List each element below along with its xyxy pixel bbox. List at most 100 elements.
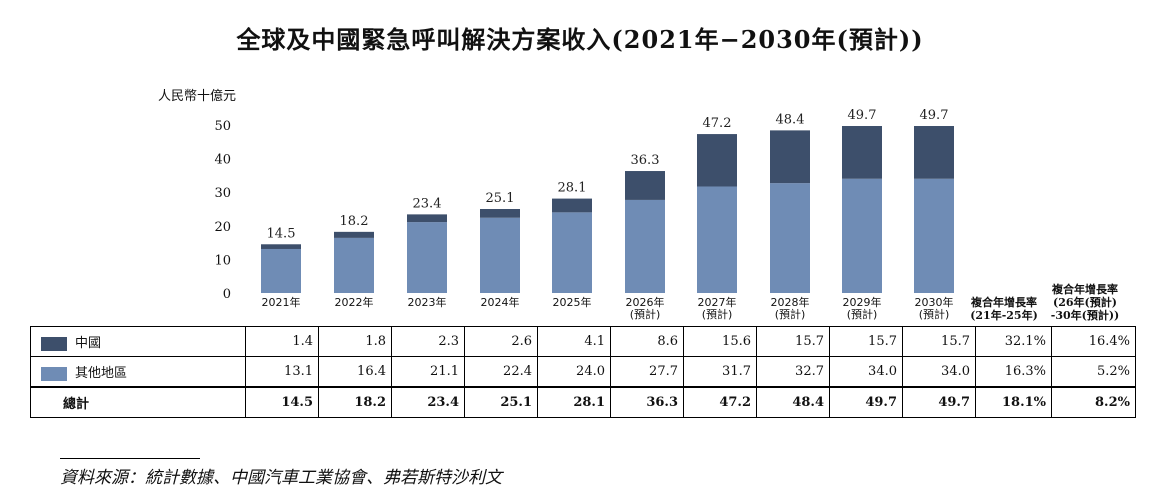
- table-cell: 21.1: [391, 356, 465, 388]
- x-tick-label: 2026年: [626, 295, 665, 309]
- x-tick-label: 2023年: [408, 295, 447, 309]
- table-cell: 18.2: [318, 386, 392, 418]
- table-cell: 14.5: [245, 386, 319, 418]
- table-cell: 15.7: [829, 326, 903, 357]
- table-cell: 25.1: [464, 386, 538, 418]
- row-label: 總計: [63, 397, 90, 412]
- bar-other-regions: [552, 212, 592, 293]
- y-tick-label: 30: [214, 186, 231, 201]
- cagr-header-2026-2030: 複合年增長率 (26年(預計) -30年(預計)): [1043, 283, 1127, 322]
- bar-china: [407, 214, 447, 223]
- bar-total-label: 48.4: [776, 112, 805, 127]
- table-cell: 2.6: [464, 326, 538, 357]
- source-note: 資料來源：統計數據、中國汽車工業協會、弗若斯特沙利文: [60, 468, 502, 488]
- table-cell: 34.0: [902, 356, 976, 388]
- table-cell: 2.3: [391, 326, 465, 357]
- x-tick-label: 2030年: [915, 295, 954, 309]
- table-cell: 15.6: [683, 326, 757, 357]
- bar-total-label: 25.1: [486, 191, 515, 206]
- table-cell: 23.4: [391, 386, 465, 418]
- bar-other-regions: [334, 237, 374, 293]
- bar-total-label: 36.3: [631, 153, 660, 168]
- row-label: 其他地區: [75, 366, 128, 381]
- y-tick-label: 0: [223, 287, 231, 302]
- bar-total-label: 49.7: [920, 108, 949, 123]
- row-label: 中國: [75, 336, 102, 351]
- bar-total-label: 28.1: [558, 181, 587, 196]
- cagr-header-line: (26年(預計): [1053, 296, 1117, 309]
- table-cell: 1.8: [318, 326, 392, 357]
- table-cell: 15.7: [756, 326, 830, 357]
- y-tick-label: 20: [214, 220, 231, 235]
- x-tick-label: 2029年: [843, 295, 882, 309]
- table-cell: 48.4: [756, 386, 830, 418]
- table-cell: 47.2: [683, 386, 757, 418]
- bar-other-regions: [261, 248, 301, 293]
- x-tick-label: (預計): [847, 307, 878, 321]
- legend-swatch: [41, 336, 67, 351]
- cagr-header-2021-2025: 複合年增長率 (21年-25年): [966, 296, 1042, 322]
- bar-other-regions: [770, 183, 810, 293]
- source-divider: [60, 458, 200, 459]
- cagr-header-line: (21年-25年): [970, 309, 1038, 322]
- x-tick-label: 2024年: [481, 295, 520, 309]
- bar-other-regions: [697, 186, 737, 293]
- table-cell: 31.7: [683, 356, 757, 388]
- table-cell: 49.7: [829, 386, 903, 418]
- table-cell: 16.3%: [975, 356, 1052, 388]
- bar-china: [697, 134, 737, 187]
- table-cell: 18.1%: [975, 386, 1052, 418]
- bar-china: [770, 130, 810, 184]
- table-cell: 34.0: [829, 356, 903, 388]
- table-cell: 1.4: [245, 326, 319, 357]
- y-tick-label: 50: [214, 119, 231, 134]
- table-cell: 24.0: [537, 356, 611, 388]
- legend-swatch: [41, 366, 67, 381]
- bar-total-label: 47.2: [703, 116, 732, 131]
- cagr-header-line: 複合年增長率: [971, 296, 1037, 309]
- table-cell: 32.1%: [975, 326, 1052, 357]
- bar-china: [334, 231, 374, 238]
- x-tick-label: 2021年: [262, 295, 301, 309]
- bar-total-label: 23.4: [413, 196, 442, 211]
- table-cell: 49.7: [902, 386, 976, 418]
- table-cell: 15.7: [902, 326, 976, 357]
- x-tick-label: (預計): [630, 307, 661, 321]
- table-cell: 16.4: [318, 356, 392, 388]
- bar-china: [914, 126, 954, 179]
- y-axis-unit-label: 人民幣十億元: [158, 89, 237, 104]
- bar-total-label: 49.7: [848, 108, 877, 123]
- chart-title: 全球及中國緊急呼叫解決方案收入(2021年−2030年(預計)): [236, 25, 924, 54]
- x-tick-label: 2027年: [698, 295, 737, 309]
- table-row: 總計 14.5 18.2 23.4 25.1 28.1 36.3 47.2 48.4 49.7 49…: [30, 386, 1136, 418]
- table-cell: 8.6: [610, 326, 684, 357]
- bar-total-label: 18.2: [340, 214, 369, 229]
- bar-other-regions: [625, 199, 665, 293]
- table-row: 其他地區 13.1 16.4 21.1 22.4 24.0 27.7 31.7 32.7 34.0…: [30, 356, 1136, 388]
- table-cell: 27.7: [610, 356, 684, 388]
- table-cell: 28.1: [537, 386, 611, 418]
- row-label-cell: 中國: [30, 326, 246, 357]
- table-row: 中國 1.4 1.8 2.3 2.6 4.1 8.6 15.6 15.7 15.7 15.7 32.1…: [30, 326, 1136, 357]
- x-tick-label: 2028年: [771, 295, 810, 309]
- y-tick-label: 40: [214, 153, 231, 168]
- bar-china: [480, 209, 520, 218]
- bar-other-regions: [480, 217, 520, 293]
- cagr-header-line: 複合年增長率: [1052, 283, 1118, 296]
- x-tick-label: (預計): [702, 307, 733, 321]
- bar-other-regions: [407, 222, 447, 293]
- bar-china: [261, 244, 301, 249]
- cagr-header-line: -30年(預計)): [1050, 309, 1120, 322]
- x-tick-label: (預計): [919, 307, 950, 321]
- bar-china: [625, 171, 665, 200]
- row-label-cell: 其他地區: [30, 356, 246, 388]
- table-cell: 13.1: [245, 356, 319, 388]
- bar-total-label: 14.5: [267, 226, 296, 241]
- bar-other-regions: [914, 178, 954, 293]
- table-cell: 4.1: [537, 326, 611, 357]
- stacked-bar-chart: 0 10 20 30 40 50 14.5 2021年 18.2 2022年 23.4 2023年 25…: [214, 108, 954, 321]
- x-tick-label: 2025年: [553, 295, 592, 309]
- table-cell: 16.4%: [1051, 326, 1136, 357]
- table-cell: 5.2%: [1051, 356, 1136, 388]
- x-tick-label: 2022年: [335, 295, 374, 309]
